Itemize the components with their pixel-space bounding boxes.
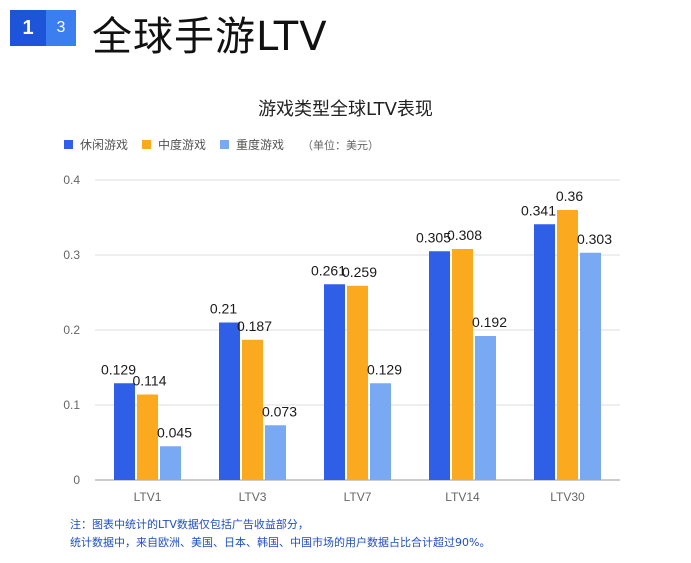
y-tick-label: 0.3 [63, 248, 80, 262]
data-label: 0.187 [237, 318, 272, 334]
legend-swatch-hardcore [220, 140, 230, 149]
bar-ltv1-series-1 [137, 394, 158, 480]
chart-legend: 休闲游戏 中度游戏 重度游戏 （单位：美元） [64, 136, 379, 153]
bar-ltv7-series-0 [324, 284, 345, 480]
data-label: 0.308 [447, 227, 482, 243]
data-label: 0.341 [521, 202, 556, 218]
bar-ltv7-series-2 [370, 383, 391, 480]
page-number-badge: 3 [46, 10, 76, 46]
bar-ltv30-series-1 [557, 210, 578, 480]
data-label: 0.21 [210, 301, 237, 317]
footnote: 注：图表中统计的LTV数据仅包括广告收益部分， 统计数据中，来自欧洲、美国、日本… [70, 516, 490, 552]
data-label: 0.259 [342, 264, 377, 280]
bar-ltv30-series-0 [534, 224, 555, 480]
y-tick-label: 0.2 [63, 323, 80, 337]
x-tick-label: LTV1 [134, 490, 162, 504]
footnote-line-1: 注：图表中统计的LTV数据仅包括广告收益部分， [70, 518, 309, 531]
x-tick-label: LTV7 [344, 490, 372, 504]
x-tick-label: LTV14 [445, 490, 480, 504]
data-label: 0.305 [416, 229, 451, 245]
x-tick-label: LTV3 [239, 490, 267, 504]
legend-label-hardcore: 重度游戏 [236, 138, 285, 152]
chart-title: 游戏类型全球LTV表现 [258, 99, 433, 120]
bar-ltv1-series-0 [114, 383, 135, 480]
data-label: 0.114 [133, 373, 167, 389]
bar-ltv7-series-1 [347, 285, 368, 480]
data-label: 0.129 [367, 361, 402, 377]
legend-item-hardcore: 重度游戏 [220, 136, 284, 153]
legend-label-midcore: 中度游戏 [158, 138, 207, 152]
data-label: 0.303 [577, 231, 612, 247]
y-tick-label: 0.4 [63, 173, 80, 187]
data-label: 0.192 [472, 314, 507, 330]
legend-swatch-midcore [142, 140, 152, 149]
legend-item-casual: 休闲游戏 [64, 136, 128, 153]
data-label: 0.261 [311, 262, 346, 278]
legend-label-casual: 休闲游戏 [80, 138, 129, 152]
bar-ltv14-series-1 [452, 249, 473, 480]
bar-ltv1-series-2 [160, 446, 181, 480]
footnote-line-2: 统计数据中，来自欧洲、美国、日本、韩国、中国市场的用户数据占比合计超过90%。 [70, 536, 491, 549]
data-label: 0.36 [556, 188, 583, 204]
legend-item-midcore: 中度游戏 [142, 136, 206, 153]
bar-ltv14-series-2 [475, 336, 496, 480]
bar-ltv3-series-1 [242, 339, 263, 480]
data-label: 0.045 [157, 424, 192, 440]
y-tick-label: 0.1 [63, 398, 80, 412]
bar-ltv14-series-0 [429, 251, 450, 480]
bar-ltv3-series-0 [219, 322, 240, 480]
x-tick-label: LTV30 [550, 490, 585, 504]
y-tick-label: 0 [73, 473, 80, 487]
section-number-badge: 1 [10, 10, 46, 46]
bar-ltv30-series-2 [580, 252, 601, 480]
unit-note: （单位：美元） [302, 138, 380, 152]
data-label: 0.073 [262, 403, 297, 419]
page-title: 全球手游LTV [92, 14, 328, 60]
bar-ltv3-series-2 [265, 425, 286, 480]
legend-swatch-casual [64, 140, 73, 149]
data-label: 0.129 [101, 361, 136, 377]
